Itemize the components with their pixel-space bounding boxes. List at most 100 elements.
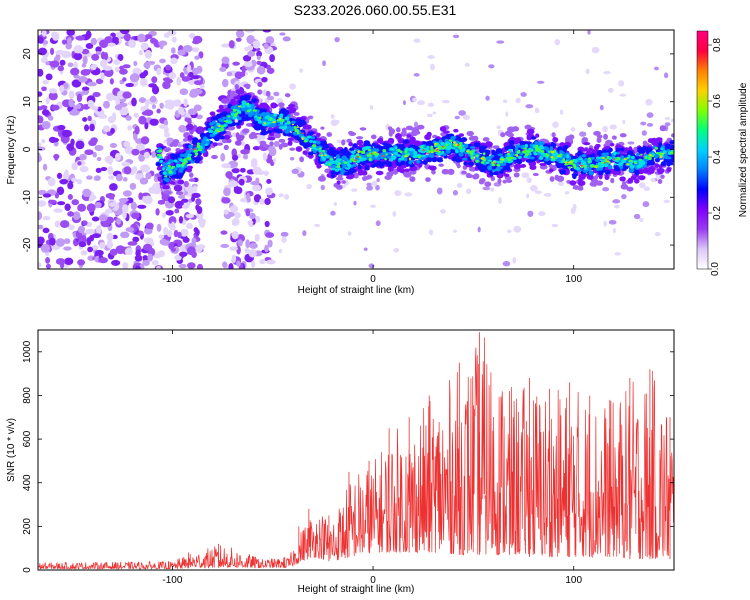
- spectrogram-cell: [487, 165, 492, 170]
- spectrogram-cell: [617, 163, 623, 166]
- spectrogram-cell: [555, 158, 560, 162]
- spectrogram-cell: [263, 122, 266, 125]
- spectrogram-cell: [187, 118, 192, 126]
- spectrogram-cell: [151, 85, 160, 95]
- spectrogram-cell: [107, 166, 114, 175]
- spectrogram-cell: [240, 148, 250, 155]
- spectrogram-cell: [633, 213, 641, 220]
- spectrogram-cell: [163, 162, 169, 166]
- spectrogram-cell: [139, 177, 149, 185]
- spectrogram-cell: [42, 227, 50, 234]
- spectrogram-cell: [242, 154, 249, 160]
- spectrogram-cell: [59, 178, 69, 185]
- spectrogram-cell: [158, 234, 165, 239]
- spectrogram-cell: [438, 163, 444, 167]
- spectrogram-cell: [137, 204, 147, 209]
- spectrogram-cell: [374, 151, 377, 154]
- spectrogram-cell: [654, 163, 660, 168]
- spectrogram-cell: [78, 76, 88, 83]
- spectrogram-cell: [151, 104, 156, 110]
- spectrogram-cell: [613, 164, 618, 168]
- spectrogram-cell: [156, 223, 162, 232]
- spectrogram-cell: [302, 150, 308, 155]
- spectrogram-cell: [539, 155, 544, 160]
- spectrogram-cell: [497, 178, 502, 184]
- spectrogram-cell: [262, 152, 267, 161]
- spectrogram-cell: [478, 179, 485, 185]
- spectrogram-cell: [412, 97, 417, 102]
- spectrogram-cell: [532, 144, 537, 149]
- spectrogram-cell: [133, 60, 138, 67]
- spectrogram-cell: [378, 154, 383, 158]
- spectrogram-cell: [371, 180, 378, 187]
- spectrogram-cell: [482, 186, 491, 191]
- spectrogram-cell: [239, 167, 246, 173]
- spectrogram-cell: [164, 132, 170, 138]
- spectrogram-cell: [183, 160, 188, 164]
- spectrogram-cell: [470, 156, 475, 160]
- spectrogram-cell: [526, 128, 535, 135]
- spectrogram-cell: [234, 140, 242, 146]
- spectrogram-cell: [269, 117, 273, 120]
- spectrogram-cell: [221, 197, 231, 204]
- spectrogram-cell: [511, 156, 515, 160]
- spectrogram-cell: [343, 171, 351, 176]
- spectrogram-cell: [606, 149, 612, 154]
- spectrogram-cell: [143, 243, 153, 252]
- spectrogram-cell: [151, 260, 159, 266]
- spectrogram-cell: [57, 124, 66, 131]
- spectrogram-cell: [166, 166, 171, 171]
- spectrogram-cell: [162, 171, 167, 175]
- spectrogram-cell: [646, 112, 654, 118]
- y-tick-label: -20: [22, 237, 33, 252]
- spectrogram-cell: [156, 67, 162, 76]
- spectrogram-cell: [194, 160, 200, 164]
- x-tick-label: -100: [162, 274, 182, 285]
- spectrogram-cell: [195, 198, 202, 206]
- spectrogram-cell: [388, 130, 393, 137]
- spectrogram-cell: [167, 196, 176, 204]
- spectrogram-cell: [349, 147, 355, 152]
- spectrogram-cell: [192, 39, 200, 45]
- spectrogram-cell: [192, 157, 197, 161]
- spectrogram-cell: [191, 47, 200, 53]
- spectrogram-cell: [291, 120, 296, 124]
- spectrogram-cell: [379, 140, 384, 145]
- spectrogram-cell: [526, 193, 530, 199]
- spectrogram-cell: [309, 131, 314, 135]
- spectrogram-cell: [401, 127, 407, 133]
- spectrogram-cell: [275, 128, 283, 134]
- snr-frame: [37, 329, 675, 571]
- spectrogram-cell: [654, 66, 659, 71]
- spectrogram-cell: [627, 141, 635, 145]
- spectrogram-cell: [441, 168, 450, 175]
- spectrogram-cell: [220, 125, 225, 128]
- spectrogram-cell: [498, 197, 502, 204]
- spectrogram-cell: [527, 210, 534, 217]
- spectrogram-cell: [654, 147, 659, 150]
- spectrogram-cell: [161, 193, 171, 202]
- spectrogram-cell: [145, 99, 150, 108]
- spectrogram-cell: [508, 148, 512, 152]
- spectrogram-cell: [442, 143, 447, 147]
- spectrogram-cell: [425, 177, 431, 182]
- spectrogram-cell: [613, 158, 616, 161]
- spectrogram-cell: [295, 146, 303, 152]
- spectrogram-cell: [563, 145, 569, 150]
- spectrogram-cell: [326, 132, 332, 137]
- spectrogram-cell: [67, 224, 75, 231]
- spectrogram-cell: [626, 186, 634, 192]
- spectrogram-cell: [564, 137, 570, 144]
- spectrogram-cell: [279, 113, 284, 118]
- spectrogram-cell: [573, 158, 578, 163]
- spectrogram-cell: [579, 131, 587, 137]
- spectrogram-cell: [336, 164, 341, 169]
- colorbar-tick-label: 0.6: [712, 94, 723, 108]
- spectrogram-cell: [571, 173, 578, 177]
- spectrogram-cell: [502, 179, 508, 184]
- spectrogram-cell: [156, 166, 162, 171]
- spectrogram-cell: [231, 168, 240, 174]
- spectrogram-cell: [628, 162, 633, 167]
- spectrogram-cell: [544, 158, 550, 162]
- spectrogram-cell: [253, 115, 258, 118]
